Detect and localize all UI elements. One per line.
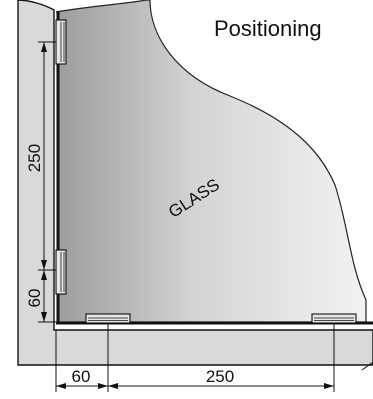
dim-horizontal-60: 60 xyxy=(72,367,91,386)
horizontal-dimension xyxy=(55,323,373,392)
dim-horizontal-250: 250 xyxy=(206,367,234,386)
dim-vertical-250: 250 xyxy=(25,144,44,172)
right-floor-pivot xyxy=(311,313,357,324)
left-floor-pivot xyxy=(85,313,131,324)
vertical-dimension xyxy=(38,41,56,323)
wall-frame xyxy=(17,0,373,366)
glass-panel xyxy=(55,0,367,323)
bottom-hinge xyxy=(55,249,67,295)
top-hinge xyxy=(55,19,67,65)
dim-vertical-60: 60 xyxy=(25,289,44,308)
title: Positioning xyxy=(214,16,322,41)
